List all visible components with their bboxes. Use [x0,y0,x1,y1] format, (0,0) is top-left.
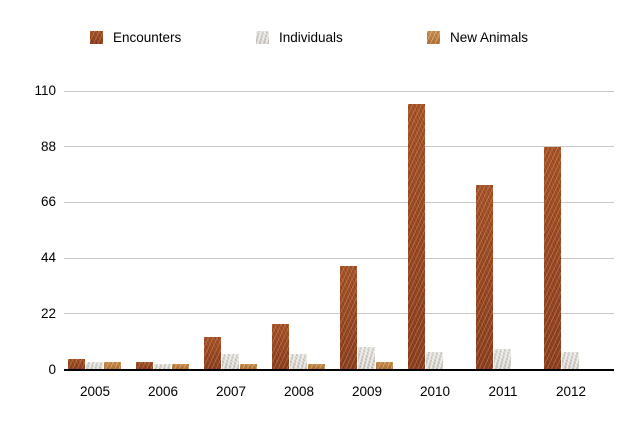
bar-encounters-2007 [204,336,221,370]
bar-encounters-2005 [68,359,85,370]
x-tick-label-2011: 2011 [488,384,518,399]
x-tick-label-2009: 2009 [351,384,383,399]
legend-label-new-animals: New Animals [450,30,529,45]
gridline-44 [64,257,614,259]
y-tick-label-88: 88 [40,138,56,154]
bar-individuals-2008 [290,354,307,370]
y-tick-label-44: 44 [40,250,56,266]
bar-new-animals-2007 [240,364,257,370]
legend-item-individuals: Individuals [256,30,343,45]
bar-new-animals-2009 [376,361,393,370]
bar-individuals-2009 [358,346,375,370]
bar-new-animals-2005 [104,361,121,370]
bar-encounters-2008 [272,323,289,370]
x-tick-label-2005: 2005 [79,384,111,399]
bar-individuals-2011 [494,349,511,370]
x-tick-label-2012: 2012 [555,384,587,399]
bar-individuals-2005 [86,361,103,370]
x-axis-line [64,369,614,371]
bar-encounters-2009 [340,265,357,370]
bar-individuals-2012 [562,351,579,370]
y-tick-label-110: 110 [34,83,56,98]
y-tick-label-22: 22 [40,305,56,321]
legend-item-encounters: Encounters [90,30,181,45]
bar-encounters-2006 [136,361,153,370]
legend-swatch-new-animals-icon [427,31,440,44]
x-tick-label-2010: 2010 [419,384,451,399]
bar-encounters-2011 [476,184,493,370]
gridline-22 [64,313,614,315]
legend-swatch-encounters-icon [90,31,103,44]
legend-swatch-individuals-icon [256,31,269,44]
legend-label-encounters: Encounters [113,30,182,45]
gridline-66 [64,201,614,203]
bar-encounters-2010 [408,103,425,370]
x-tick-label-2007: 2007 [215,384,247,399]
bar-individuals-2006 [154,364,171,370]
bar-individuals-2007 [222,354,239,370]
bar-individuals-2010 [426,351,443,370]
gridline-88 [64,146,614,148]
bar-new-animals-2006 [172,364,189,370]
bar-encounters-2012 [544,146,561,370]
bar-new-animals-2008 [308,364,325,370]
legend-label-individuals: Individuals [279,30,343,45]
x-tick-label-2008: 2008 [283,384,315,399]
gridline-110 [64,90,614,92]
y-tick-label-66: 66 [40,194,56,210]
y-tick-label-0: 0 [48,361,56,377]
x-tick-label-2006: 2006 [147,384,179,399]
legend-item-new-animals: New Animals [427,30,528,45]
